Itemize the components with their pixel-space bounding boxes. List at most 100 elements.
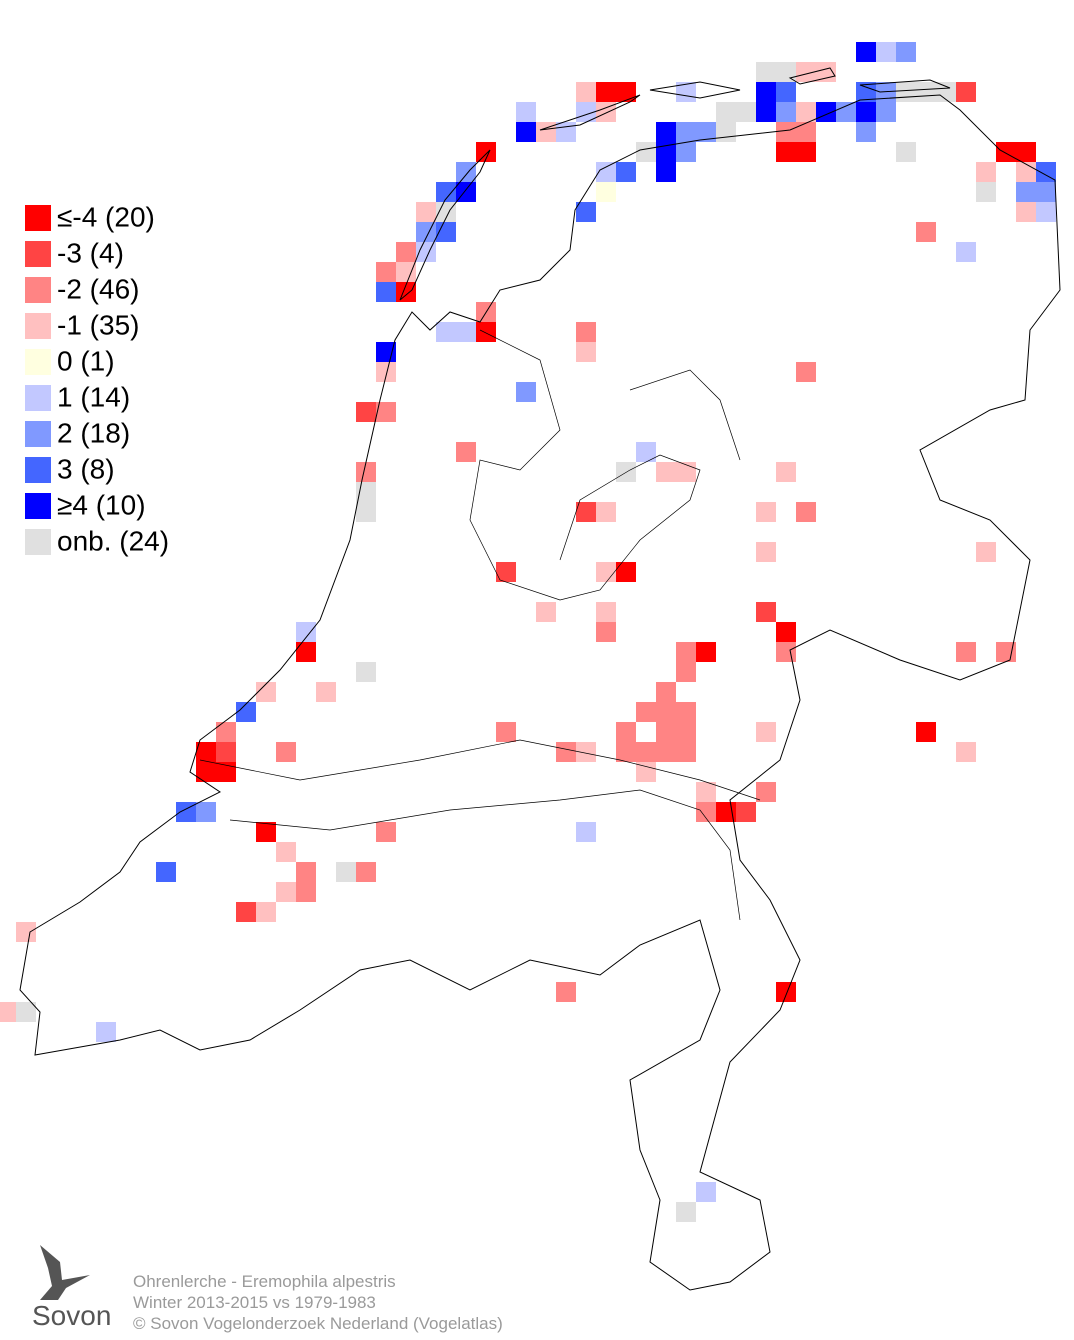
legend-swatch	[25, 313, 51, 339]
credit-line: Winter 2013-2015 vs 1979-1983	[133, 1293, 376, 1312]
grid-square	[716, 122, 736, 142]
legend-label: -3 (4)	[57, 237, 124, 268]
grid-square	[956, 242, 976, 262]
grid-square	[796, 362, 816, 382]
grid-square	[756, 102, 776, 122]
grid-square	[516, 382, 536, 402]
grid-square	[676, 142, 696, 162]
grid-square	[756, 82, 776, 102]
grid-square	[696, 1182, 716, 1202]
legend: ≤-4 (20) -3 (4) -2 (46) -1 (35) 0 (1) 1 (14…	[25, 201, 169, 556]
ijsselmeer-shore	[469, 329, 741, 601]
grid-square	[16, 922, 36, 942]
grid-square	[496, 722, 516, 742]
grid-square	[876, 102, 896, 122]
grid-square	[596, 502, 616, 522]
grid-square	[356, 502, 376, 522]
grid-square	[576, 742, 596, 762]
grid-square	[796, 142, 816, 162]
grid-square	[456, 182, 476, 202]
grid-square	[436, 182, 456, 202]
grid-square	[916, 722, 936, 742]
grid-square	[0, 1002, 16, 1022]
grid-square	[256, 902, 276, 922]
grid-square	[336, 862, 356, 882]
grid-square	[696, 122, 716, 142]
grid-square	[696, 782, 716, 802]
grid-square	[776, 642, 796, 662]
grid-square	[656, 122, 676, 142]
grid-square	[656, 702, 676, 722]
grid-square	[576, 322, 596, 342]
grid-square	[296, 642, 316, 662]
grid-square	[896, 142, 916, 162]
grid-square	[856, 122, 876, 142]
grid-square	[736, 102, 756, 122]
grid-square	[596, 562, 616, 582]
grid-square	[496, 562, 516, 582]
grid-square	[356, 482, 376, 502]
grid-square	[656, 742, 676, 762]
grid-square	[376, 822, 396, 842]
island-outline	[399, 149, 491, 301]
legend-swatch	[25, 205, 51, 231]
grid-square	[396, 242, 416, 262]
grid-square	[556, 982, 576, 1002]
grid-square	[196, 802, 216, 822]
grid-square	[696, 802, 716, 822]
grid-square	[976, 182, 996, 202]
legend-label: -2 (46)	[57, 273, 139, 304]
grid-square	[16, 1002, 36, 1022]
legend-label: ≤-4 (20)	[57, 201, 155, 232]
grid-square	[776, 62, 796, 82]
grid-square	[896, 82, 916, 102]
grid-square	[796, 62, 816, 82]
logo-bird	[40, 1245, 90, 1300]
grid-square	[216, 762, 236, 782]
grid-square	[976, 162, 996, 182]
grid-square	[436, 322, 456, 342]
grid-square	[616, 742, 636, 762]
grid-square	[236, 702, 256, 722]
grid-square	[776, 102, 796, 122]
grid-square	[616, 562, 636, 582]
grid-square	[576, 202, 596, 222]
legend-label: 3 (8)	[57, 453, 115, 484]
credit-line: © Sovon Vogelonderzoek Nederland (Vogela…	[133, 1314, 503, 1333]
grid-square	[196, 762, 216, 782]
legend-label: 2 (18)	[57, 417, 130, 448]
grid-square	[596, 602, 616, 622]
grid-square	[776, 982, 796, 1002]
grid-square	[576, 502, 596, 522]
legend-swatch	[25, 529, 51, 555]
legend-swatch	[25, 277, 51, 303]
grid-square	[596, 102, 616, 122]
grid-square	[276, 842, 296, 862]
grid-square	[896, 42, 916, 62]
island-outline	[539, 67, 951, 131]
grid-square	[376, 402, 396, 422]
grid-square	[756, 62, 776, 82]
grid-square	[596, 182, 616, 202]
grid-square	[456, 322, 476, 342]
grid-square	[216, 742, 236, 762]
grid-square	[996, 142, 1016, 162]
grid-square	[716, 102, 736, 122]
grid-square	[636, 762, 656, 782]
grid-square	[616, 162, 636, 182]
grid-square	[376, 262, 396, 282]
grid-square	[776, 82, 796, 102]
grid-square	[456, 442, 476, 462]
grid-square	[676, 462, 696, 482]
grid-square	[156, 862, 176, 882]
grid-square	[796, 502, 816, 522]
grid-square	[196, 742, 216, 762]
grid-square	[656, 462, 676, 482]
grid-square	[96, 1022, 116, 1042]
grid-square	[376, 282, 396, 302]
grid-square	[676, 642, 696, 662]
grid-square	[596, 162, 616, 182]
grid-square	[676, 742, 696, 762]
grid-square	[856, 42, 876, 62]
legend-swatch	[25, 457, 51, 483]
